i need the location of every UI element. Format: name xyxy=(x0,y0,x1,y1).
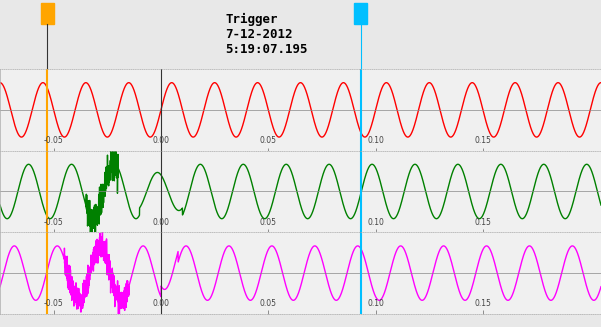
Text: -0.05: -0.05 xyxy=(44,300,64,308)
Text: 0.00: 0.00 xyxy=(153,300,169,308)
Text: 0.00: 0.00 xyxy=(153,136,169,145)
Text: 0.05: 0.05 xyxy=(260,136,277,145)
Text: Trigger
7-12-2012
5:19:07.195: Trigger 7-12-2012 5:19:07.195 xyxy=(225,13,308,56)
Text: 0.10: 0.10 xyxy=(367,218,384,227)
Text: 0.05: 0.05 xyxy=(260,300,277,308)
Text: 0.00: 0.00 xyxy=(153,218,169,227)
FancyBboxPatch shape xyxy=(354,4,367,24)
Text: -0.05: -0.05 xyxy=(44,218,64,227)
Text: 0.15: 0.15 xyxy=(475,300,492,308)
Text: 0.10: 0.10 xyxy=(367,300,384,308)
Text: 0.10: 0.10 xyxy=(367,136,384,145)
Text: -0.05: -0.05 xyxy=(44,136,64,145)
Text: 0.15: 0.15 xyxy=(475,218,492,227)
FancyBboxPatch shape xyxy=(41,4,53,24)
Text: 0.05: 0.05 xyxy=(260,218,277,227)
Text: 0.15: 0.15 xyxy=(475,136,492,145)
